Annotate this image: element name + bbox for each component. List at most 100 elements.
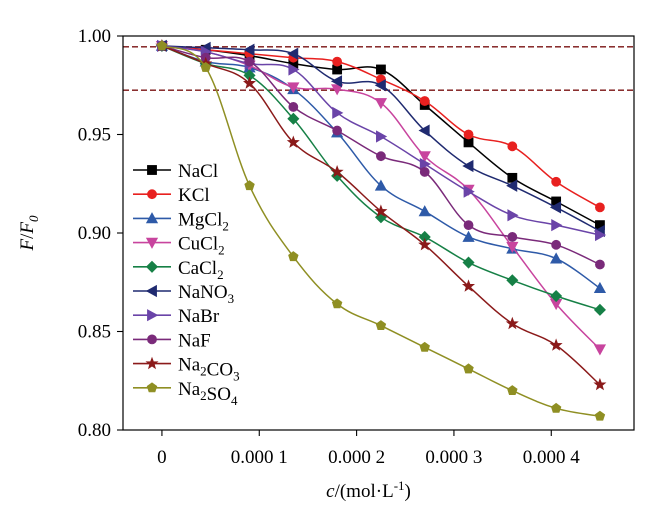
legend-swatch-marker (147, 334, 157, 345)
legend-item-NaNO3: NaNO3 (133, 282, 234, 306)
legend-item-NaF: NaF (133, 330, 211, 351)
data-point-NaNO3 (462, 159, 474, 173)
x-tick-label: 0 (157, 447, 167, 468)
series-NaF (157, 40, 605, 270)
legend-label: Na2CO3 (178, 355, 240, 384)
y-tick-label: 1.00 (78, 26, 111, 47)
data-point-NaBr (288, 63, 300, 76)
data-point-KCl (595, 202, 605, 213)
legend-label: CuCl2 (178, 234, 225, 258)
data-point-KCl (507, 141, 518, 152)
data-point-NaF (419, 167, 430, 177)
data-point-MgCl2 (462, 230, 475, 242)
y-tick-label: 0.95 (78, 125, 111, 146)
data-point-CuCl2 (418, 151, 431, 163)
legend-label: NaF (178, 330, 211, 351)
legend-swatch-marker (145, 237, 159, 249)
series-Na2SO4 (156, 40, 606, 421)
data-point-CuCl2 (374, 98, 388, 110)
data-point-Na2CO3 (505, 316, 519, 330)
legend-item-KCl: KCl (133, 185, 210, 206)
data-point-NaF (244, 56, 255, 67)
data-point-Na2SO4 (550, 402, 562, 413)
series-layer (155, 39, 607, 421)
data-point-Na2SO4 (375, 320, 387, 331)
y-axis-title: F/F0 (17, 215, 41, 252)
legend-item-CaCl2: CaCl2 (133, 258, 224, 282)
data-point-Na2CO3 (286, 135, 300, 148)
data-point-CuCl2 (593, 344, 607, 356)
data-point-Na2CO3 (418, 237, 432, 251)
x-tick-label: 0.000 1 (231, 447, 288, 468)
x-tick-label: 0.000 4 (523, 447, 581, 468)
legend-label: Na2SO4 (178, 379, 238, 408)
data-point-NaNO3 (549, 201, 562, 214)
legend-swatch-marker (145, 356, 159, 370)
data-point-CaCl2 (593, 303, 606, 316)
data-point-NaF (463, 220, 474, 231)
data-point-NaF (288, 102, 299, 112)
data-point-NaBr (507, 209, 519, 222)
data-point-KCl (332, 56, 343, 67)
legend-swatch-marker (147, 165, 157, 175)
data-point-NaF (332, 125, 343, 136)
legend-item-Na2CO3: Na2CO3 (133, 355, 240, 384)
data-point-CaCl2 (506, 274, 519, 287)
legend-item-Na2SO4: Na2SO4 (133, 379, 238, 408)
data-point-CaCl2 (462, 256, 475, 269)
data-point-Na2SO4 (331, 298, 343, 309)
data-point-NaNO3 (330, 75, 343, 88)
data-point-CuCl2 (287, 82, 300, 94)
data-point-Na2SO4 (156, 40, 168, 51)
data-point-NaBr (332, 106, 344, 119)
data-point-NaF (595, 259, 605, 270)
data-point-Na2CO3 (330, 165, 344, 178)
data-point-NaF (507, 232, 518, 242)
data-point-NaBr (595, 228, 607, 242)
data-point-NaNO3 (418, 124, 430, 137)
data-point-CaCl2 (287, 112, 300, 125)
data-point-KCl (419, 96, 430, 106)
legend-item-MgCl2: MgCl2 (133, 209, 229, 233)
data-point-Na2SO4 (463, 363, 474, 374)
legend-swatch-marker (147, 309, 159, 322)
legend-swatch-marker (145, 212, 159, 224)
legend-swatch-marker (145, 260, 159, 273)
data-point-Na2CO3 (374, 204, 388, 217)
data-point-NaBr (551, 219, 563, 232)
legend-swatch-marker (146, 382, 158, 393)
data-point-CaCl2 (550, 290, 563, 303)
data-point-Na2CO3 (593, 377, 607, 391)
data-point-NaF (551, 239, 562, 250)
data-point-Na2SO4 (244, 180, 255, 191)
data-point-MgCl2 (418, 205, 431, 217)
data-point-NaNO3 (506, 179, 518, 192)
data-point-Na2SO4 (507, 385, 518, 396)
legend-item-NaBr: NaBr (133, 306, 220, 327)
data-point-NaBr (376, 130, 388, 143)
data-point-NaBr (463, 185, 475, 198)
legend-item-NaCl: NaCl (133, 161, 218, 182)
data-point-Na2CO3 (243, 76, 256, 89)
legend-label: NaBr (178, 306, 220, 327)
x-tick-label: 0.000 3 (425, 447, 482, 468)
series-line-Na2SO4 (161, 45, 601, 417)
data-point-KCl (551, 176, 562, 187)
data-point-NaNO3 (374, 79, 386, 92)
data-point-Na2CO3 (549, 338, 563, 351)
data-point-Na2SO4 (200, 62, 211, 72)
data-point-MgCl2 (593, 281, 607, 294)
legend-label: NaNO3 (178, 282, 234, 306)
x-tick-label: 0.000 2 (328, 447, 385, 468)
data-point-MgCl2 (374, 179, 388, 191)
data-point-NaNO3 (243, 43, 255, 56)
y-tick-label: 0.90 (78, 223, 111, 244)
data-point-CuCl2 (506, 241, 519, 254)
y-tick-label: 0.80 (78, 420, 111, 441)
data-point-NaBr (419, 157, 431, 171)
data-point-NaF (376, 151, 386, 162)
legend-swatch-marker (145, 284, 157, 298)
data-point-NaNO3 (287, 47, 299, 60)
